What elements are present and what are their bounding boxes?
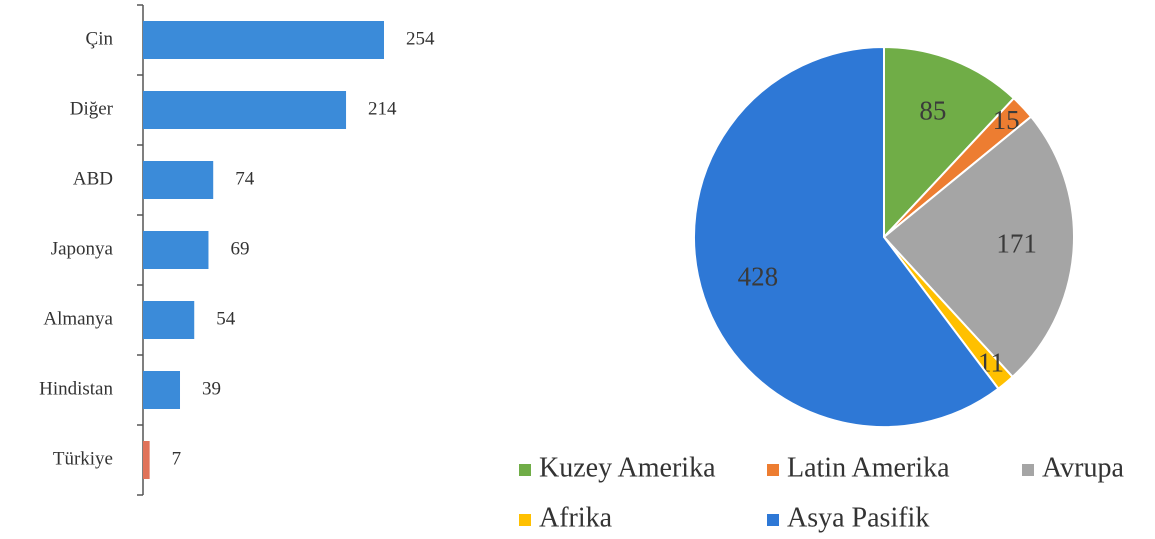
bar — [143, 441, 150, 479]
y-tick-label: Hindistan — [39, 378, 113, 399]
data-label: 254 — [406, 28, 435, 49]
bar — [143, 161, 214, 199]
pie-slice — [882, 115, 1075, 379]
legend-label: Avrupa — [1042, 452, 1124, 483]
bar — [143, 301, 195, 339]
bar — [143, 91, 347, 129]
legend-label: Kuzey Amerika — [539, 452, 716, 483]
y-tick-label: Almanya — [43, 308, 113, 329]
y-tick-label: Türkiye — [53, 448, 113, 469]
data-label: 39 — [202, 378, 221, 399]
legend-swatch — [767, 514, 779, 526]
data-label: 7 — [172, 448, 182, 469]
data-label: 171 — [996, 229, 1037, 259]
legend-label: Asya Pasifik — [787, 502, 929, 533]
data-label: 69 — [230, 238, 249, 259]
legend-label: Afrika — [539, 502, 613, 533]
legend-swatch — [767, 464, 779, 476]
bar — [143, 231, 209, 269]
bar — [143, 371, 181, 409]
data-label: 85 — [919, 95, 946, 125]
y-tick-label: Diğer — [70, 98, 114, 119]
pie-slice — [883, 45, 1016, 240]
bar — [143, 21, 384, 59]
legend-swatch — [1022, 464, 1034, 476]
data-label: 54 — [216, 308, 236, 329]
legend-label: Latin Amerika — [787, 452, 950, 483]
data-label: 74 — [235, 168, 255, 189]
y-tick-label: Çin — [86, 28, 114, 49]
y-tick-label: Japonya — [51, 238, 114, 259]
data-label: 428 — [738, 261, 779, 291]
legend-swatch — [519, 514, 531, 526]
legend-swatch — [519, 464, 531, 476]
y-tick-label: ABD — [73, 168, 113, 189]
data-label: 214 — [368, 98, 397, 119]
pie-slice — [693, 45, 1000, 428]
